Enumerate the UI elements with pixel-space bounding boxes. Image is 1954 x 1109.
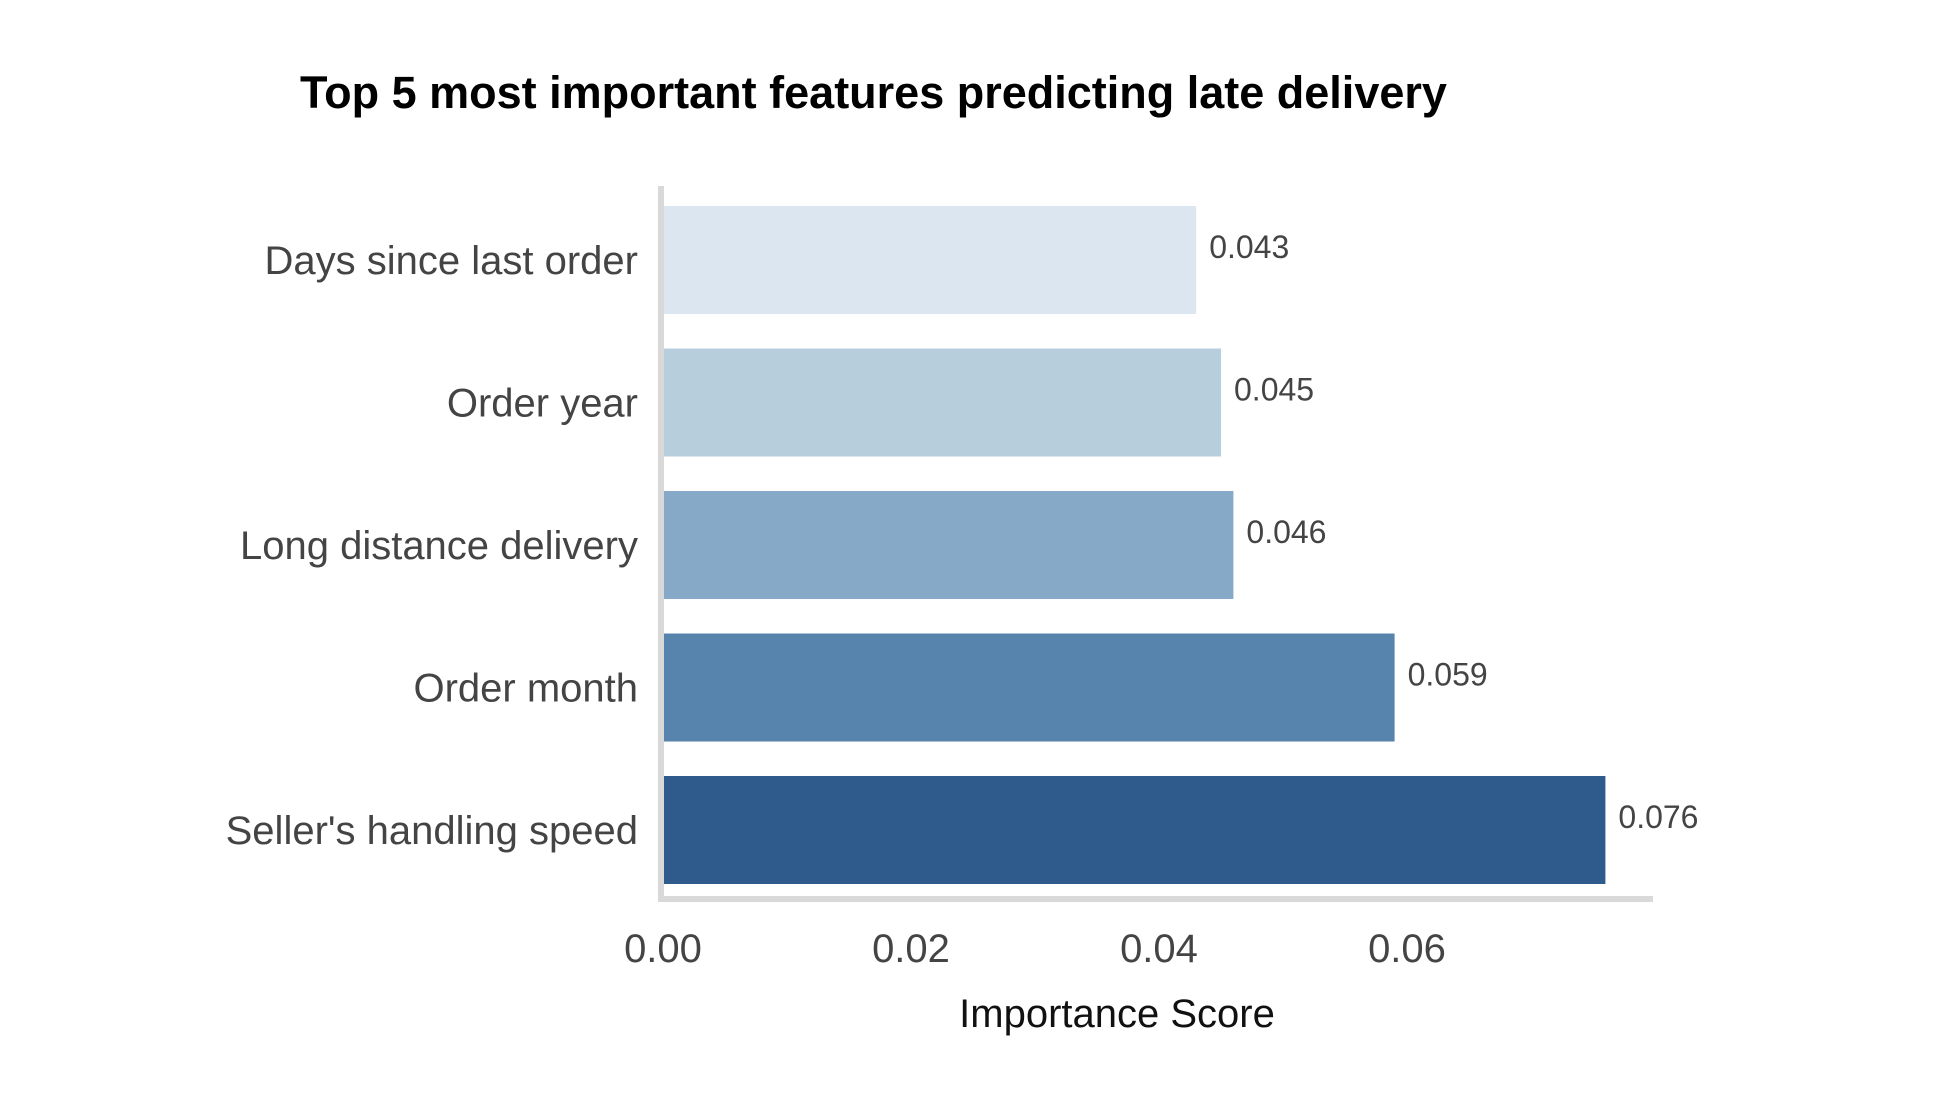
- category-label: Order month: [413, 667, 638, 711]
- category-label: Long distance delivery: [240, 524, 638, 568]
- value-label: 0.059: [1408, 657, 1488, 693]
- x-tick-label: 0.00: [624, 927, 702, 971]
- chart-title: Top 5 most important features predicting…: [300, 67, 1447, 118]
- bar: [663, 491, 1234, 599]
- bars: Days since last order 0.043 Order year 0.04…: [226, 206, 1698, 884]
- bar: [663, 348, 1221, 457]
- x-tick-label: 0.02: [872, 927, 950, 971]
- value-label: 0.046: [1246, 514, 1326, 550]
- category-label: Order year: [447, 382, 638, 426]
- bar: [663, 776, 1606, 884]
- category-label: Days since last order: [265, 239, 638, 283]
- x-tick-label: 0.06: [1368, 927, 1446, 971]
- x-axis-label: Importance Score: [959, 992, 1275, 1036]
- axes: [658, 186, 1653, 902]
- category-label: Seller's handling speed: [226, 809, 638, 853]
- value-label: 0.045: [1234, 372, 1314, 408]
- value-label: 0.076: [1618, 799, 1698, 835]
- bar: [663, 633, 1395, 742]
- value-label: 0.043: [1209, 229, 1289, 265]
- x-ticks: 0.00 0.02 0.04 0.06: [624, 927, 1446, 971]
- bar: [663, 206, 1197, 314]
- x-tick-label: 0.04: [1120, 927, 1198, 971]
